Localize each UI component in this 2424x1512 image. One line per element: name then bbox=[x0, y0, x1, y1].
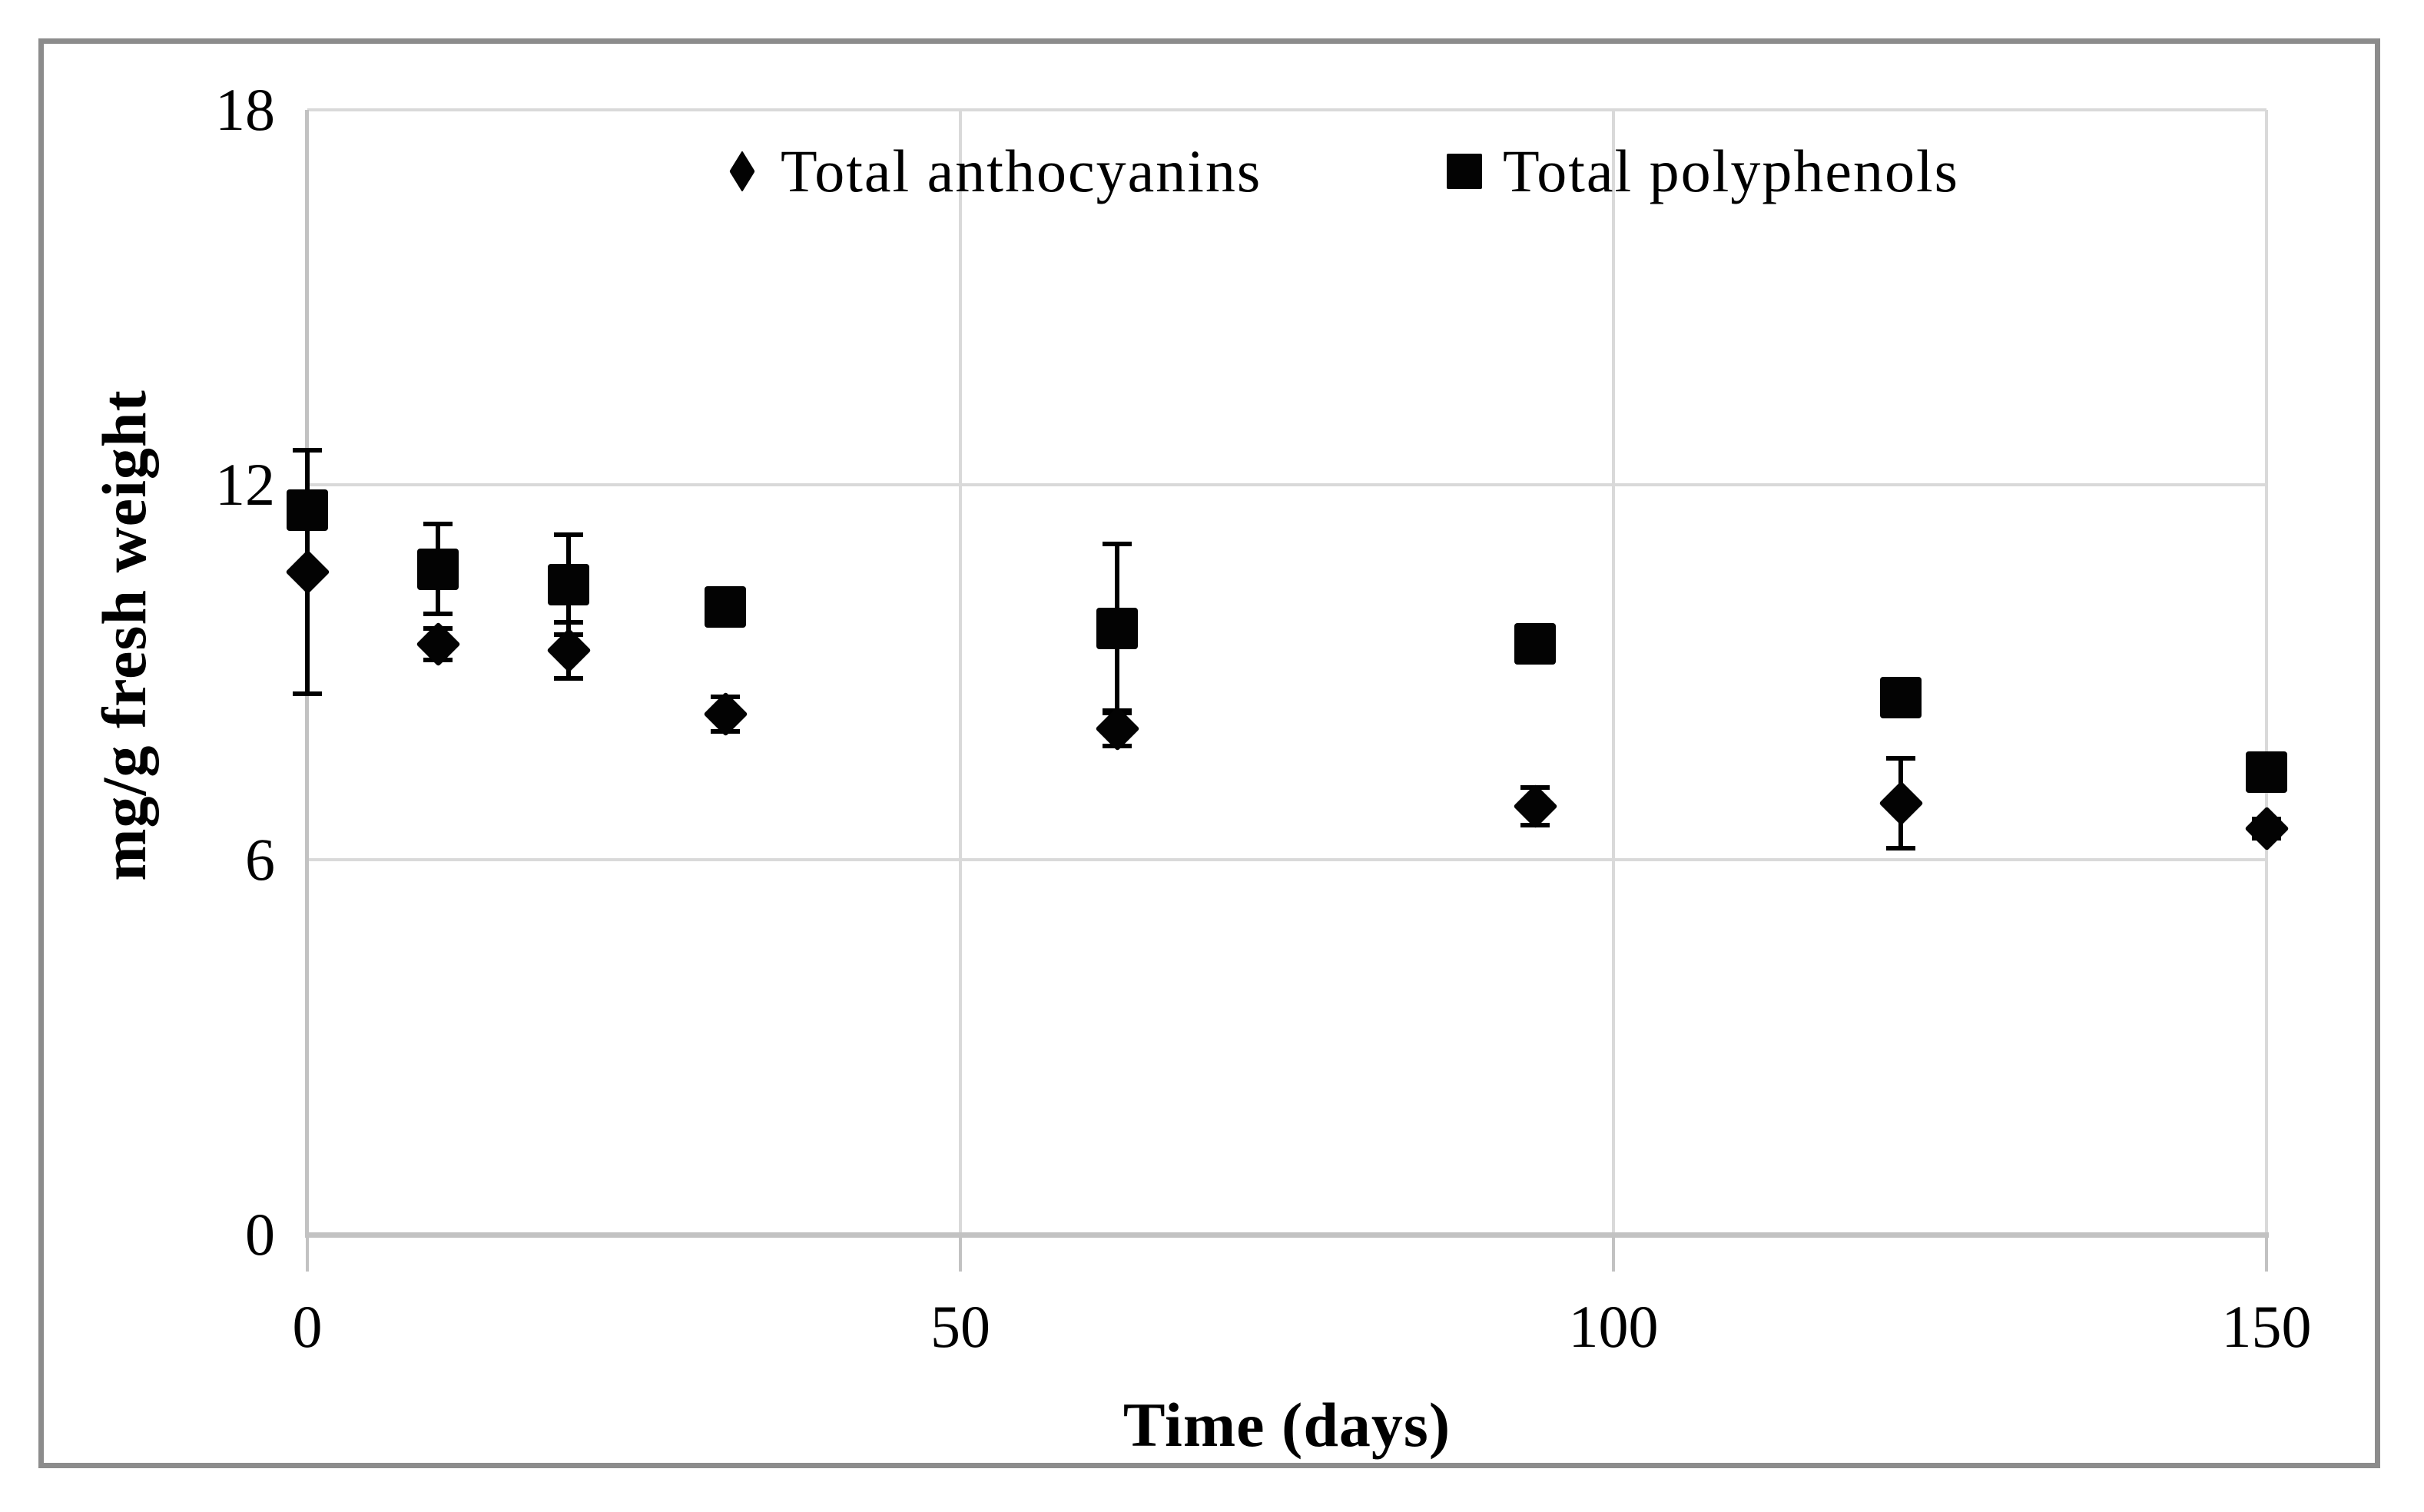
legend-marker-box bbox=[721, 137, 764, 206]
data-point-diamond bbox=[1513, 784, 1557, 829]
data-point-diamond bbox=[546, 628, 591, 673]
x-tick-label: 0 bbox=[292, 1293, 323, 1360]
square-marker-icon bbox=[1447, 154, 1482, 189]
x-axis-line bbox=[305, 1232, 2269, 1238]
error-bar-cap bbox=[554, 676, 583, 681]
horizontal-gridline bbox=[307, 108, 2266, 111]
data-point-square bbox=[548, 564, 589, 606]
data-point-diamond bbox=[2244, 806, 2289, 851]
error-bar-cap bbox=[423, 522, 453, 527]
x-tick-mark bbox=[1612, 1235, 1615, 1272]
legend-item-polyphenols: Total polyphenols bbox=[1443, 137, 1959, 206]
legend-marker-box bbox=[1443, 137, 1486, 206]
data-point-square bbox=[705, 585, 746, 628]
horizontal-gridline bbox=[307, 483, 2266, 486]
x-tick-label: 150 bbox=[2221, 1293, 2312, 1360]
y-tick-label: 12 bbox=[215, 451, 275, 518]
error-bar-cap bbox=[1103, 542, 1132, 547]
error-bar-cap bbox=[293, 448, 322, 453]
legend-label-anthocyanins: Total anthocyanins bbox=[781, 138, 1262, 204]
data-point-square bbox=[2246, 751, 2287, 794]
data-point-square bbox=[1096, 608, 1138, 650]
vertical-gridline bbox=[959, 110, 962, 1235]
error-bar-cap bbox=[423, 612, 453, 617]
data-point-square bbox=[287, 489, 328, 531]
error-bar-cap bbox=[1886, 846, 1915, 851]
y-tick-label: 6 bbox=[245, 826, 275, 893]
data-point-diamond bbox=[285, 549, 330, 595]
data-point-diamond bbox=[1095, 706, 1139, 751]
vertical-gridline bbox=[1612, 110, 1615, 1235]
legend-label-polyphenols: Total polyphenols bbox=[1503, 138, 1959, 204]
error-bar-cap bbox=[293, 691, 322, 697]
data-point-diamond bbox=[703, 691, 748, 737]
data-point-square bbox=[1514, 623, 1556, 665]
x-axis-title: Time (days) bbox=[1122, 1390, 1451, 1460]
y-tick-label: 18 bbox=[215, 76, 275, 143]
data-point-diamond bbox=[416, 622, 460, 667]
figure-border bbox=[38, 38, 2380, 1468]
legend-item-anthocyanins: Total anthocyanins bbox=[721, 137, 1262, 206]
data-point-diamond bbox=[1879, 781, 1923, 826]
legend: Total anthocyanins Total polyphenols bbox=[0, 0, 2424, 246]
x-tick-mark bbox=[306, 1235, 309, 1272]
x-tick-mark bbox=[959, 1235, 962, 1272]
x-tick-mark bbox=[2265, 1235, 2268, 1272]
error-bar-cap bbox=[1886, 756, 1915, 761]
x-tick-label: 50 bbox=[930, 1293, 990, 1360]
vertical-gridline bbox=[2265, 110, 2268, 1235]
data-point-square bbox=[1880, 676, 1922, 718]
error-bar-cap bbox=[554, 532, 583, 538]
diamond-marker-icon bbox=[729, 151, 755, 192]
y-tick-label: 0 bbox=[245, 1201, 275, 1268]
horizontal-gridline bbox=[307, 858, 2266, 861]
data-point-square bbox=[417, 548, 459, 590]
x-tick-label: 100 bbox=[1568, 1293, 1659, 1360]
